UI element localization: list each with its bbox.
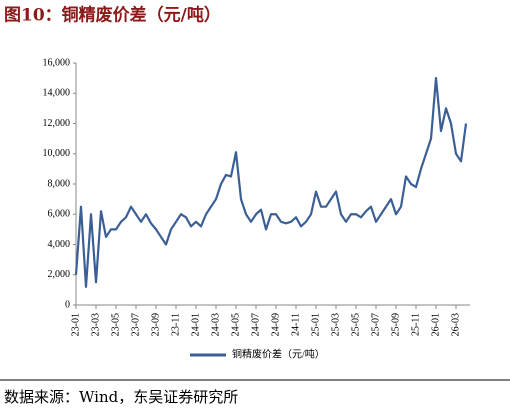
legend-label: 铜精废价差（元/吨） [232,347,325,360]
y-tick-label: 2,000 [48,269,71,280]
y-tick-label: 0 [65,299,70,310]
chart-title: 图10：铜精废价差（元/吨） [4,5,221,26]
x-tick-label: 24-07 [250,313,261,336]
x-tick-label: 25-07 [370,313,381,336]
x-tick-label: 25-03 [330,313,341,336]
x-tick-label: 26-03 [450,313,461,336]
x-tick-label: 24-05 [230,313,241,336]
x-tick-label: 24-11 [290,313,301,336]
x-tick-label: 24-03 [210,313,221,336]
y-tick-label: 12,000 [43,118,71,129]
y-tick-label: 8,000 [48,178,71,189]
x-tick-label: 23-09 [150,313,161,336]
line-series [74,77,468,288]
x-tick-label: 26-01 [430,313,441,336]
y-tick-label: 14,000 [43,88,71,99]
x-tick-label: 25-05 [350,313,361,336]
x-tick-label: 25-01 [310,313,321,336]
x-tick-label: 25-11 [410,313,421,336]
x-tick-label: 23-05 [110,313,121,336]
x-tick-label: 23-03 [90,313,101,336]
x-tick-label: 23-11 [170,313,181,336]
y-tick-label: 10,000 [43,148,71,159]
x-tick-label: 24-01 [190,313,201,336]
source-note: 数据来源：Wind，东吴证券研究所 [4,388,238,406]
y-tick-label: 16,000 [43,57,71,68]
x-tick-label: 25-09 [390,313,401,336]
y-tick-label: 6,000 [48,209,71,220]
y-tick-label: 4,000 [48,239,71,250]
x-tick-label: 24-09 [270,313,281,336]
x-tick-label: 23-07 [130,313,141,336]
x-tick-label: 23-01 [70,313,81,336]
